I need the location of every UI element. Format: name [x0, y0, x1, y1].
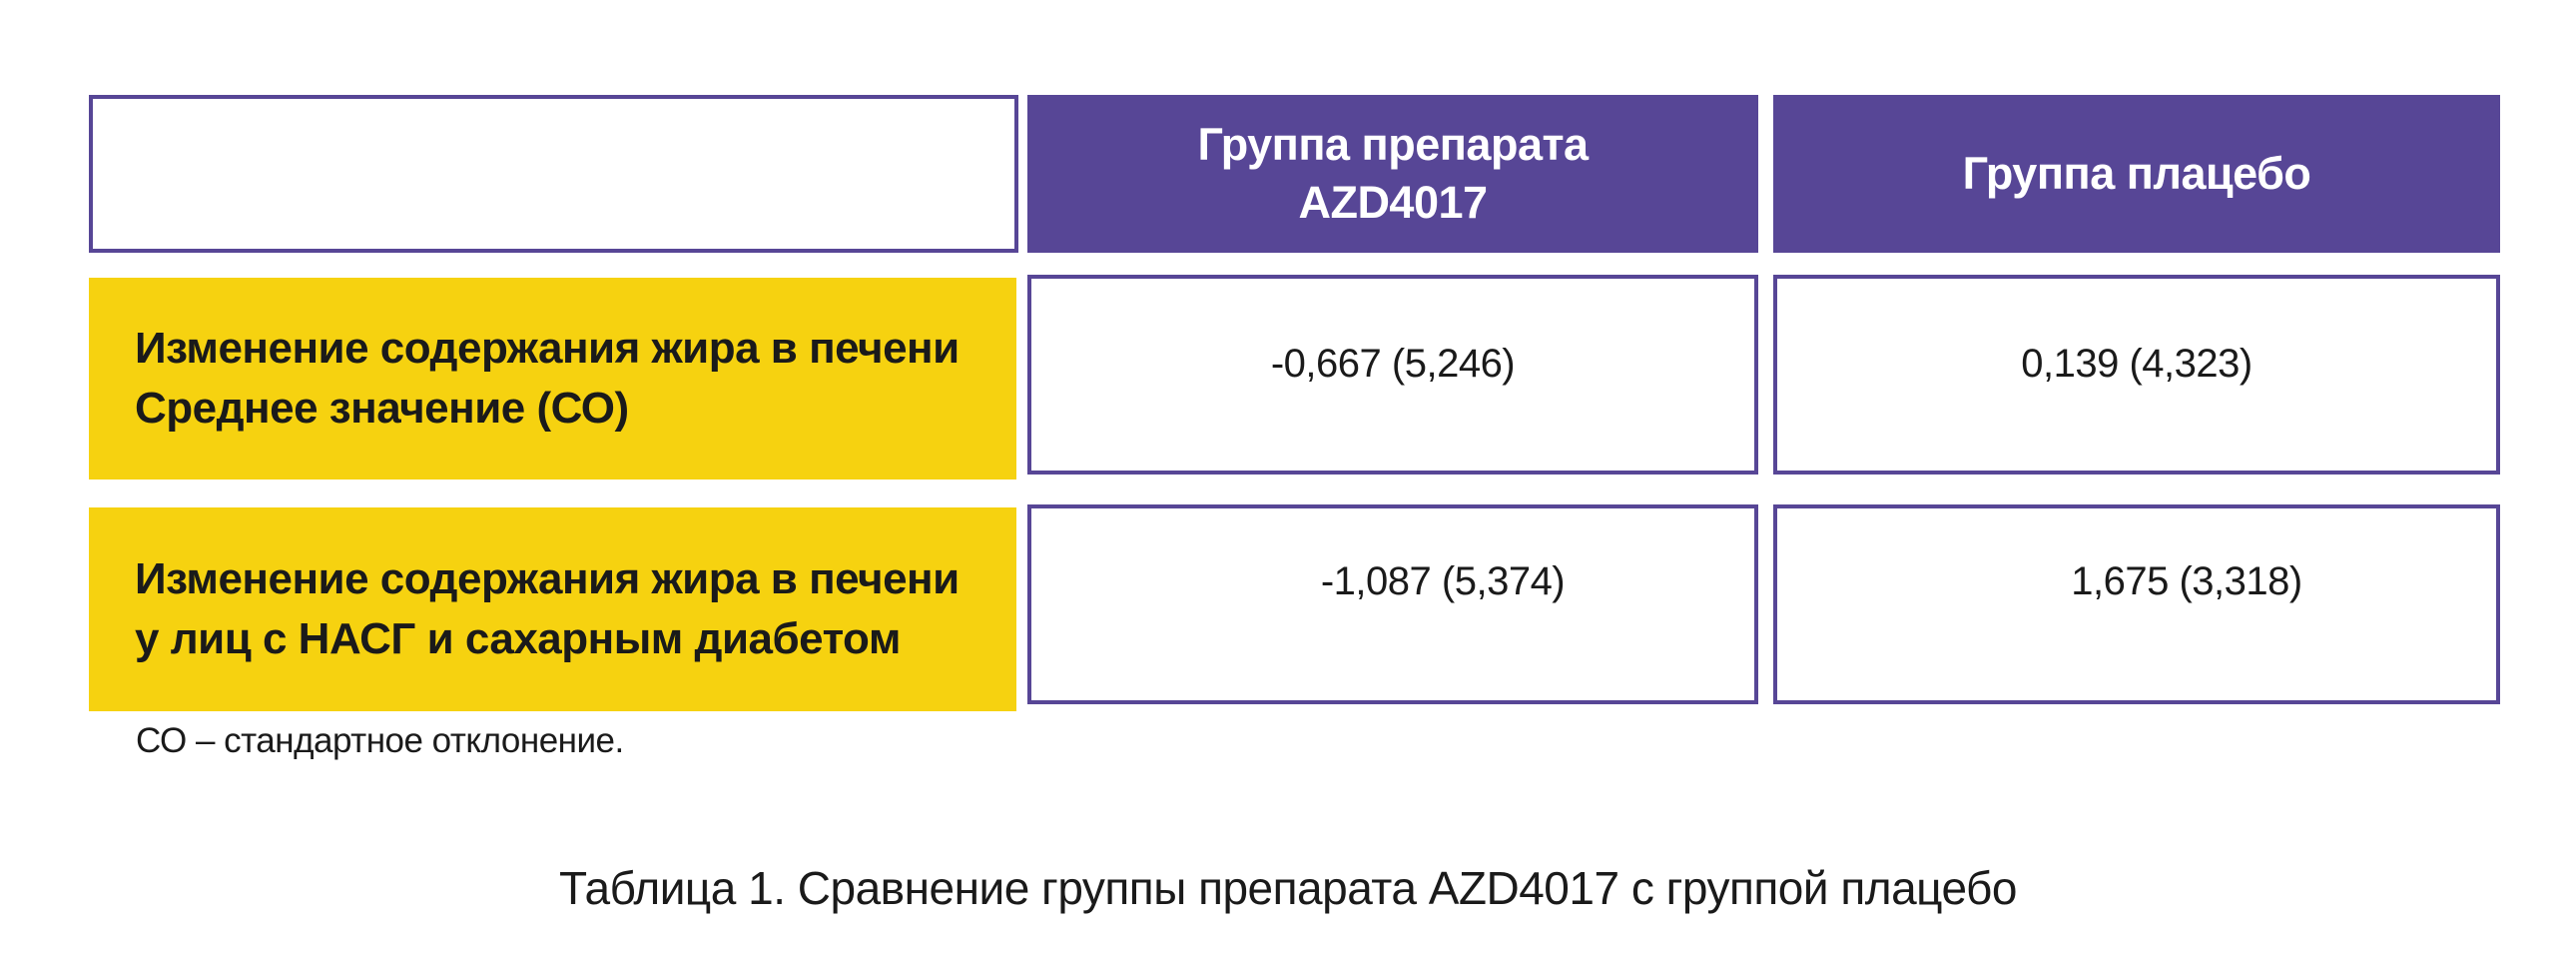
table-caption: Таблица 1. Сравнение группы препарата AZ…	[559, 862, 2017, 914]
header-empty-cell	[89, 95, 1018, 253]
row-label-liver-fat-nash-diabetes: Изменение содержания жира в печени у лиц…	[89, 507, 1016, 711]
header-placebo-group: Группа плацебо	[1773, 95, 2500, 253]
cell-placebo-liver-fat-mean: 0,139 (4,323)	[1773, 275, 2500, 475]
header-drug-group: Группа препарата AZD4017	[1027, 95, 1758, 253]
row-label-liver-fat-mean: Изменение содержания жира в печени Средн…	[89, 278, 1016, 480]
cell-drug-liver-fat-mean: -0,667 (5,246)	[1027, 275, 1758, 475]
footnote: СО – стандартное отклонение.	[136, 721, 624, 760]
cell-placebo-liver-fat-nash-diabetes: 1,675 (3,318)	[1773, 504, 2500, 704]
cell-drug-liver-fat-nash-diabetes: -1,087 (5,374)	[1027, 504, 1758, 704]
